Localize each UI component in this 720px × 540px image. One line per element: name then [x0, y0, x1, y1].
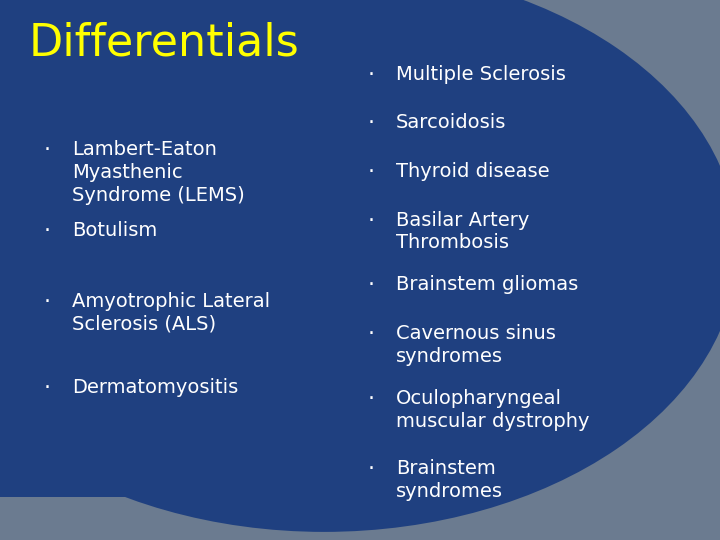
Text: Cavernous sinus
syndromes: Cavernous sinus syndromes — [396, 324, 556, 366]
Text: ·: · — [367, 65, 374, 85]
Text: Dermatomyositis: Dermatomyositis — [72, 378, 238, 397]
Text: Botulism: Botulism — [72, 221, 157, 240]
Text: ·: · — [367, 324, 374, 344]
Text: Lambert-Eaton
Myasthenic
Syndrome (LEMS): Lambert-Eaton Myasthenic Syndrome (LEMS) — [72, 140, 245, 205]
Text: ·: · — [43, 221, 50, 241]
Text: ·: · — [367, 113, 374, 133]
Text: Multiple Sclerosis: Multiple Sclerosis — [396, 65, 566, 84]
Text: ·: · — [367, 275, 374, 295]
Text: Differentials: Differentials — [29, 22, 300, 65]
Text: Brainstem
syndromes: Brainstem syndromes — [396, 459, 503, 501]
Text: Oculopharyngeal
muscular dystrophy: Oculopharyngeal muscular dystrophy — [396, 389, 590, 430]
Text: ·: · — [367, 162, 374, 182]
Text: ·: · — [367, 211, 374, 231]
Text: ·: · — [43, 292, 50, 312]
Text: Brainstem gliomas: Brainstem gliomas — [396, 275, 578, 294]
Text: ·: · — [367, 389, 374, 409]
Text: ·: · — [43, 140, 50, 160]
Text: Sarcoidosis: Sarcoidosis — [396, 113, 506, 132]
Text: Basilar Artery
Thrombosis: Basilar Artery Thrombosis — [396, 211, 529, 252]
Text: Thyroid disease: Thyroid disease — [396, 162, 549, 181]
Text: ·: · — [367, 459, 374, 479]
Bar — [0, 0, 324, 497]
Text: Amyotrophic Lateral
Sclerosis (ALS): Amyotrophic Lateral Sclerosis (ALS) — [72, 292, 270, 333]
Text: ·: · — [43, 378, 50, 398]
